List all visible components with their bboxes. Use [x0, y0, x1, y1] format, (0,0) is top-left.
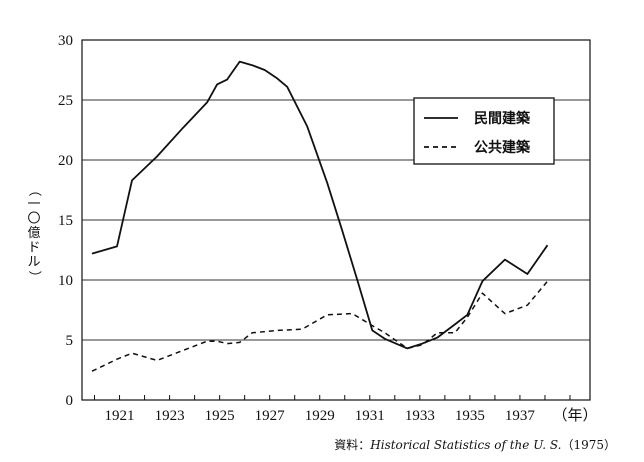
y-tick-label: 0	[66, 393, 74, 409]
y-axis-label-char: ル	[27, 255, 40, 270]
legend-label: 公共建築	[474, 139, 531, 156]
y-tick-label: 5	[66, 333, 74, 349]
source-note: 資料：Historical Statistics of the U. S.（19…	[334, 436, 616, 453]
series-line-1	[91, 280, 549, 372]
data-point	[436, 336, 438, 338]
data-point	[481, 280, 483, 282]
source-prefix: 資料：	[334, 438, 371, 452]
data-point	[216, 83, 218, 85]
y-tick-label: 20	[58, 153, 73, 169]
y-axis-label-char: 一	[27, 197, 40, 212]
data-point	[263, 69, 265, 71]
data-point	[306, 125, 308, 127]
data-point	[116, 245, 118, 247]
data-point	[238, 341, 240, 343]
series-line-0	[91, 60, 549, 350]
y-tick-label: 30	[58, 33, 73, 49]
data-point	[526, 304, 528, 306]
data-point	[384, 332, 386, 334]
source-year: （1975）	[561, 438, 616, 452]
data-point	[454, 332, 456, 334]
data-point	[371, 324, 373, 326]
x-axis-unit-label: （年）	[552, 407, 597, 424]
x-tick-label: 1929	[305, 408, 335, 424]
data-point	[116, 358, 118, 360]
data-point	[206, 340, 208, 342]
x-tick-label: 1935	[455, 408, 485, 424]
data-point	[436, 332, 438, 334]
data-point	[504, 312, 506, 314]
data-point	[326, 314, 328, 316]
data-point	[206, 101, 208, 103]
data-point	[181, 128, 183, 130]
data-point	[406, 347, 408, 349]
data-point	[504, 258, 506, 260]
data-point	[238, 60, 240, 62]
data-point	[481, 292, 483, 294]
data-point	[276, 329, 278, 331]
data-point	[351, 312, 353, 314]
x-tick-label: 1937	[505, 408, 536, 424]
data-point	[251, 64, 253, 66]
data-point	[546, 244, 548, 246]
source-title: Historical Statistics of the U. S.	[370, 438, 562, 452]
y-tick-label: 25	[58, 93, 73, 109]
x-tick-label: 1921	[105, 408, 135, 424]
data-point	[181, 350, 183, 352]
y-axis-label-char: （	[27, 183, 42, 196]
data-point	[91, 370, 93, 372]
y-axis-label-char: ド	[27, 241, 40, 256]
series-layer	[91, 60, 549, 372]
y-axis-label-char: ）	[27, 270, 42, 283]
data-point	[341, 230, 343, 232]
x-tick-marks	[94, 395, 571, 400]
data-point	[421, 344, 423, 346]
data-point	[276, 77, 278, 79]
data-point	[226, 342, 228, 344]
x-tick-label: 1933	[405, 408, 435, 424]
x-tick-labels: 1921 1923 1925 1927 1929 1931 1933 1935 1937	[105, 408, 536, 424]
data-point	[356, 279, 358, 281]
data-point	[131, 352, 133, 354]
data-point	[226, 78, 228, 80]
data-point	[91, 252, 93, 254]
x-tick-label: 1925	[205, 408, 235, 424]
data-point	[466, 316, 468, 318]
data-point	[131, 179, 133, 181]
data-point	[216, 340, 218, 342]
data-point	[326, 182, 328, 184]
data-point	[526, 273, 528, 275]
data-point	[371, 329, 373, 331]
data-point	[301, 328, 303, 330]
y-tick-labels: 0 5 10 15 20 25 30	[58, 33, 73, 409]
data-point	[546, 280, 548, 282]
y-tick-label: 15	[58, 213, 73, 229]
x-tick-label: 1927	[255, 408, 286, 424]
x-tick-label: 1931	[355, 408, 385, 424]
data-point	[156, 359, 158, 361]
data-point	[286, 86, 288, 88]
legend-label: 民間建築	[474, 110, 531, 127]
data-point	[251, 332, 253, 334]
data-point	[156, 155, 158, 157]
y-axis-label-char: 億	[27, 225, 40, 241]
plot-frame	[81, 39, 591, 401]
x-tick-label: 1923	[155, 408, 185, 424]
data-point	[384, 338, 386, 340]
data-point	[454, 323, 456, 325]
data-point	[231, 71, 233, 73]
y-tick-label: 10	[58, 273, 73, 289]
y-axis-label-char: 〇	[27, 212, 40, 227]
legend-box	[413, 97, 555, 165]
